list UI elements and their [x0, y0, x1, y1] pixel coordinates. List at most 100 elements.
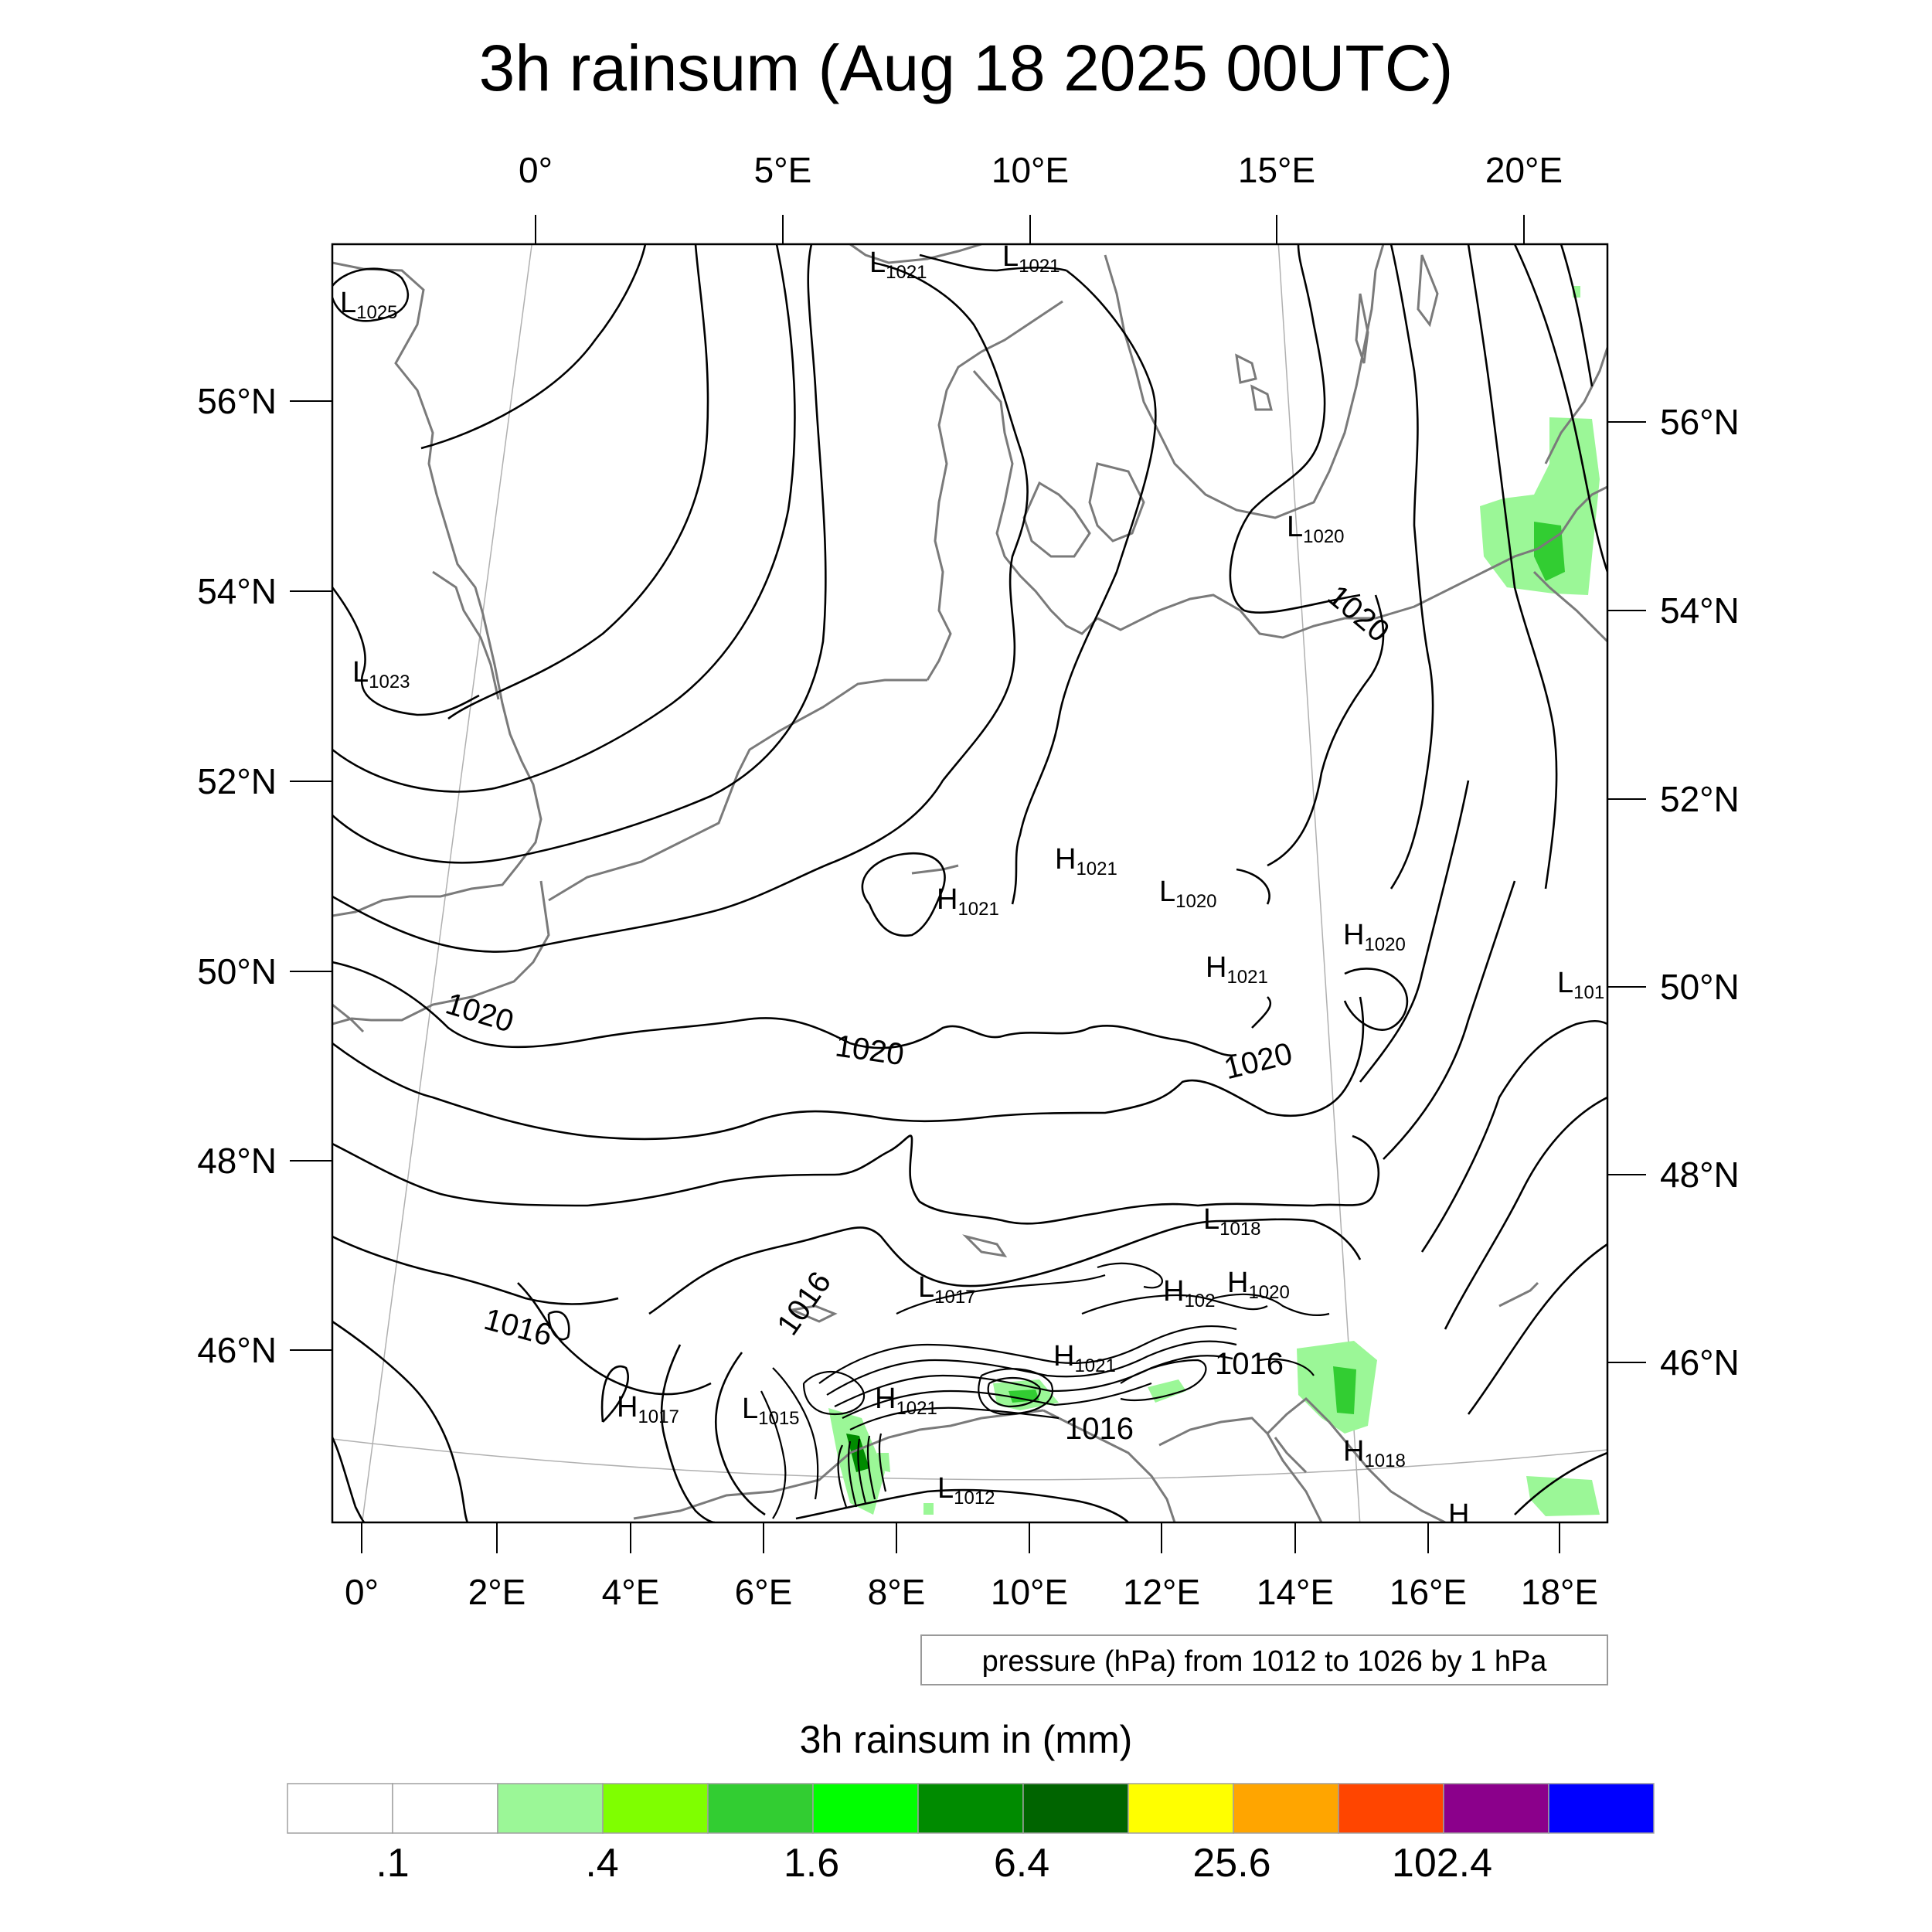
parallel-line — [332, 1438, 1607, 1481]
colorbar-box — [1233, 1783, 1339, 1834]
pressure-value: 1021 — [1019, 256, 1060, 277]
isobar — [826, 1340, 1237, 1396]
bottom-tick-label: 10°E — [991, 1572, 1068, 1612]
colorbar-title: 3h rainsum in (mm) — [800, 1718, 1133, 1761]
bottom-tick-label: 0° — [345, 1572, 379, 1612]
pressure-value: 1025 — [356, 302, 397, 323]
right-tick-label: 48°N — [1660, 1155, 1740, 1195]
right-tick-labels: 56°N 54°N 52°N 50°N 48°N 46°N — [1660, 402, 1740, 1383]
coastlines — [332, 244, 1607, 1522]
pressure-letter: L — [1557, 967, 1573, 999]
isobar — [978, 1368, 1053, 1416]
colorbar-box — [1338, 1783, 1444, 1834]
left-tick-labels: 56°N 54°N 52°N 50°N 48°N 46°N — [197, 381, 277, 1370]
rain-patch-small — [923, 1503, 934, 1515]
pressure-value: 1012 — [954, 1488, 995, 1509]
isobar — [1259, 1358, 1315, 1376]
coast-lowcountries — [548, 679, 927, 902]
meridian-line — [1277, 244, 1361, 1522]
info-box-text: pressure (hPa) from 1012 to 1026 by 1 hP… — [982, 1645, 1548, 1678]
isobar — [1267, 594, 1385, 867]
isobars — [332, 244, 1607, 1522]
isobar — [332, 267, 410, 322]
isobar — [896, 1274, 1106, 1315]
top-tick-label: 0° — [519, 150, 553, 190]
pressure-letter: L — [918, 1271, 934, 1304]
pressure-value: 1021 — [1226, 967, 1267, 988]
bottom-tick-label: 12°E — [1123, 1572, 1200, 1612]
pressure-value: 1021 — [886, 262, 927, 283]
colorbar-box — [602, 1783, 709, 1834]
coast-poland-baltic — [1375, 485, 1607, 620]
pressure-letter: H — [1055, 843, 1076, 876]
colorbar-box — [497, 1783, 604, 1834]
left-tick-label: 52°N — [197, 761, 277, 801]
pressure-center-label: L1021 — [869, 247, 927, 283]
pressure-value: 1023 — [369, 672, 410, 692]
colorbar-tick-labels: .1 .4 1.6 6.4 25.6 102.4 — [376, 1841, 1492, 1886]
right-tick-label: 46°N — [1660, 1342, 1740, 1383]
isobar — [332, 961, 1237, 1057]
isobar — [332, 1320, 469, 1522]
alpine-isobars — [760, 1262, 1330, 1519]
isobar — [1514, 1451, 1607, 1515]
coast-brittany — [332, 1003, 365, 1033]
pressure-center-label: H1021 — [1206, 951, 1268, 988]
isobar — [447, 244, 709, 720]
pressure-letter: L — [340, 287, 356, 319]
coast-norway — [849, 244, 982, 264]
pressure-center-label: H1021 — [1053, 1340, 1116, 1376]
isobar — [714, 1352, 766, 1516]
colorbar — [287, 1783, 1655, 1834]
colorbar-box — [1548, 1783, 1655, 1834]
coast-britain-east — [432, 570, 500, 700]
isobar — [866, 1435, 876, 1500]
coast-latvia — [1544, 347, 1607, 464]
right-tick-label: 54°N — [1660, 590, 1740, 631]
pressure-value: 1018 — [1364, 1451, 1405, 1471]
pressure-center-label: L1015 — [742, 1393, 800, 1429]
pressure-center-label: L1021 — [1002, 240, 1060, 277]
isobar — [1081, 1294, 1268, 1315]
right-tick-label: 52°N — [1660, 779, 1740, 819]
pressure-value: 1017 — [934, 1287, 975, 1308]
isobar — [332, 587, 480, 716]
colorbar-box — [1443, 1783, 1549, 1834]
pressure-center-label: L1025 — [340, 287, 398, 323]
isobar — [878, 1433, 887, 1492]
isobar — [648, 1218, 1362, 1315]
pressure-letter: H — [937, 883, 957, 916]
rain-patch-central-dark — [1009, 1389, 1039, 1403]
pressure-center-label: H1021 — [1055, 843, 1117, 879]
rain-patch-adriatic-mid — [1333, 1366, 1356, 1414]
bottom-tick-label: 6°E — [735, 1572, 793, 1612]
left-tick-label: 48°N — [197, 1141, 277, 1181]
pressure-center-label: L1020 — [1287, 511, 1345, 547]
coast-britain — [332, 261, 543, 917]
top-tick-label: 10°E — [992, 150, 1069, 190]
colorbar-box — [707, 1783, 814, 1834]
pressure-letter: H — [1448, 1498, 1469, 1531]
coast-danish-isles — [1022, 481, 1091, 558]
isobar — [1444, 1096, 1607, 1330]
isobar — [332, 244, 827, 864]
isobar — [1011, 269, 1157, 905]
pressure-center-label: H1018 — [1343, 1435, 1406, 1471]
isobar — [1359, 780, 1470, 1083]
pressure-letter: H — [1206, 951, 1226, 984]
pressure-center-label: L101 — [1557, 967, 1604, 1003]
colorbar-box — [1022, 1783, 1129, 1834]
isobar — [1467, 244, 1558, 889]
pressure-center-label: H1020 — [1343, 919, 1406, 955]
coast-sweden — [1104, 244, 1385, 519]
pressure-center-label: H1021 — [937, 883, 999, 920]
isobar — [795, 1488, 1129, 1522]
colorbar-box — [812, 1783, 919, 1834]
isobar — [332, 996, 1365, 1141]
coast-danube-delta — [1498, 1281, 1539, 1308]
isobar — [420, 244, 647, 450]
isobar-value-label: 1016 — [1065, 1412, 1134, 1446]
isobar — [818, 1325, 1237, 1384]
isobar — [332, 1235, 619, 1305]
pressure-center-label: L1012 — [937, 1472, 995, 1509]
